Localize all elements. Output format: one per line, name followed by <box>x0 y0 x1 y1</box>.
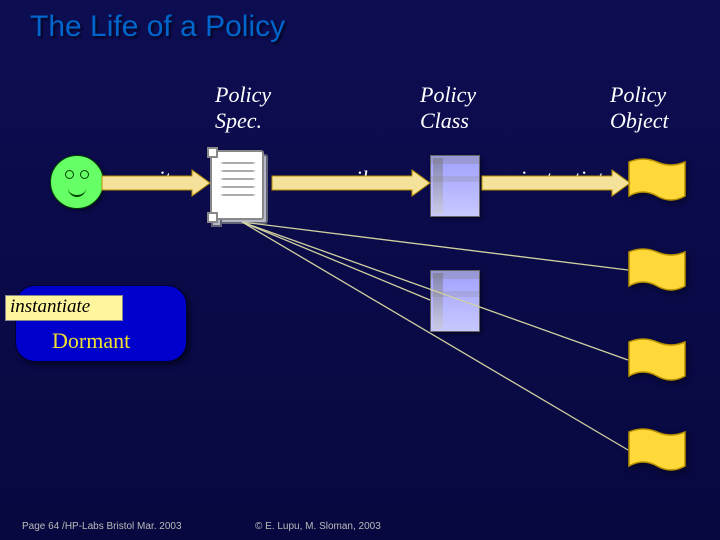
label-policy-spec: Policy Spec. <box>215 82 271 134</box>
instantiate-inset-label: instantiate <box>5 295 123 321</box>
label-write: write <box>135 166 180 192</box>
policy-class-icon <box>430 155 480 217</box>
label-policy-object: Policy Object <box>610 82 669 134</box>
slide-title: The Life of a Policy <box>30 10 285 44</box>
footer-center: © E. Lupu, M. Sloman, 2003 <box>255 521 381 532</box>
policy-object-icon <box>628 246 686 294</box>
policy-object-icon <box>628 336 686 384</box>
label-instantiate: instantiate <box>520 166 613 192</box>
label-policy-class: Policy Class <box>420 82 476 134</box>
policy-object-icon <box>628 426 686 474</box>
footer-left: Page 64 /HP-Labs Bristol Mar. 2003 <box>22 521 182 532</box>
policy-object-icon <box>628 156 686 204</box>
arrows-layer <box>0 0 720 540</box>
label-compile: compile <box>308 166 378 192</box>
policy-class-icon <box>430 270 480 332</box>
dormant-label: Dormant <box>52 328 130 354</box>
smiley-icon <box>50 155 102 207</box>
